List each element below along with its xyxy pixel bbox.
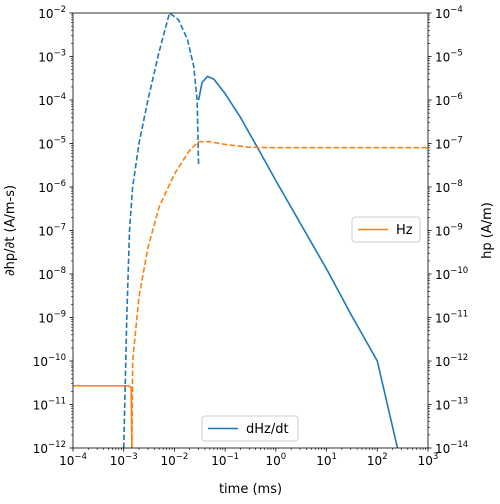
x-tick-label-6: 102 bbox=[367, 452, 388, 468]
x-tick-label-7: 103 bbox=[418, 452, 439, 468]
legend-hz-label: Hz bbox=[396, 223, 413, 238]
series-dhzdt-solid-line-1 bbox=[197, 75, 399, 448]
legend-dhzdt-box bbox=[201, 415, 299, 442]
plot-area-frame bbox=[72, 12, 429, 449]
y-left-tick-label-2: 10−10 bbox=[33, 353, 66, 369]
series-hz-dashed-line-1 bbox=[131, 140, 428, 448]
y-axis-left-label: ∂hp/∂t (A/m-s) bbox=[3, 185, 18, 276]
y-right-tick-label-3: 10−11 bbox=[435, 310, 468, 326]
y-left-tick-label-10: 10−2 bbox=[38, 5, 66, 21]
y-right-tick-label-0: 10−14 bbox=[435, 440, 468, 456]
y-right-tick-label-8: 10−6 bbox=[435, 92, 463, 108]
legend-dhzdt: dHz/dt bbox=[201, 415, 299, 442]
y-left-tick-label-5: 10−7 bbox=[38, 223, 66, 239]
y-right-tick-label-7: 10−7 bbox=[435, 136, 463, 152]
y-left-tick-label-9: 10−3 bbox=[38, 49, 66, 65]
legend-hz: Hz bbox=[351, 216, 421, 243]
y-right-tick-label-2: 10−12 bbox=[435, 353, 468, 369]
y-right-tick-label-9: 10−5 bbox=[435, 49, 463, 65]
series-hz-solid-line-0 bbox=[73, 384, 133, 448]
y-left-tick-label-0: 10−12 bbox=[33, 440, 66, 456]
x-tick-label-3: 10−1 bbox=[211, 452, 239, 468]
x-tick-label-4: 100 bbox=[266, 452, 287, 468]
y-left-tick-label-3: 10−9 bbox=[38, 310, 66, 326]
y-left-tick-label-7: 10−5 bbox=[38, 136, 66, 152]
y-right-tick-label-1: 10−13 bbox=[435, 397, 468, 413]
x-tick-label-2: 10−2 bbox=[161, 452, 189, 468]
y-left-tick-label-1: 10−11 bbox=[33, 397, 66, 413]
y-left-tick-label-6: 10−6 bbox=[38, 179, 66, 195]
x-tick-label-5: 101 bbox=[316, 452, 337, 468]
y-right-tick-label-6: 10−8 bbox=[435, 179, 463, 195]
y-left-tick-label-4: 10−8 bbox=[38, 266, 66, 282]
x-axis-label: time (ms) bbox=[219, 482, 282, 497]
x-tick-label-1: 10−3 bbox=[110, 452, 138, 468]
y-right-tick-label-4: 10−10 bbox=[435, 266, 468, 282]
y-left-tick-label-8: 10−4 bbox=[38, 92, 66, 108]
y-axis-right-label: hp (A/m) bbox=[480, 202, 495, 259]
y-right-tick-label-5: 10−9 bbox=[435, 223, 463, 239]
series-dhzdt-dashed-line-0 bbox=[122, 13, 200, 448]
legend-dhzdt-label: dHz/dt bbox=[246, 422, 289, 437]
y-right-tick-label-10: 10−4 bbox=[435, 5, 463, 21]
x-tick-label-0: 10−4 bbox=[59, 452, 87, 468]
